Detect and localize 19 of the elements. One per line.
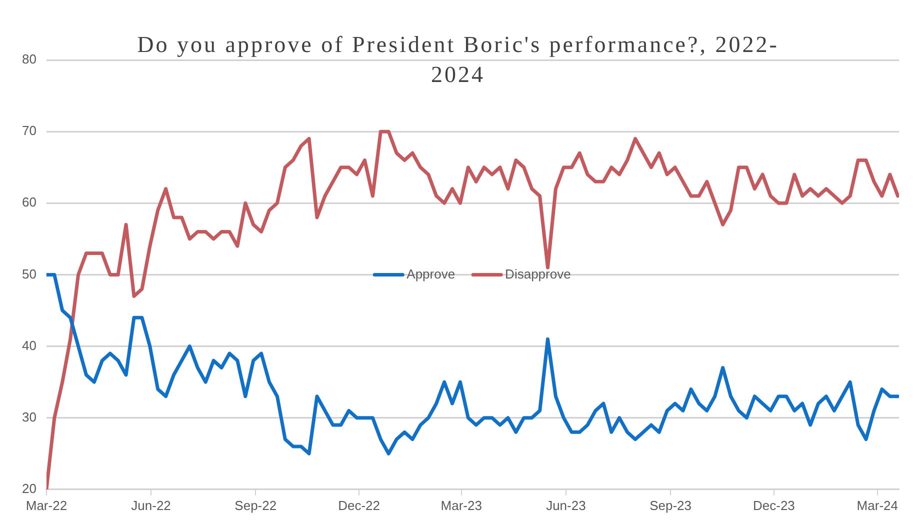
y-tick-label: 80 (22, 52, 36, 67)
y-tick-label: 60 (22, 194, 36, 210)
y-tick-label: 50 (22, 266, 36, 282)
x-tick-label: Dec-22 (338, 498, 380, 513)
y-tick-label: 70 (22, 123, 36, 138)
chart-title: Do you approve of President Boric's performance?, 2022-2024 (136, 31, 780, 89)
legend-label: Disapprove (505, 266, 571, 282)
y-tick-label: 40 (22, 338, 36, 353)
y-tick-label: 20 (22, 480, 36, 496)
x-tick-label: Sep-22 (234, 498, 277, 513)
x-tick-label: Dec-23 (753, 498, 795, 513)
x-tick-label: Jun-23 (546, 498, 586, 513)
y-tick-label: 30 (22, 409, 36, 424)
x-tick-label: Mar-24 (856, 498, 898, 513)
legend-label: Approve (406, 266, 456, 282)
x-tick-label: Jun-22 (131, 498, 171, 513)
x-tick-label: Sep-23 (650, 498, 692, 513)
x-tick-label: Mar-23 (440, 498, 482, 513)
x-tick-label: Mar-22 (26, 498, 68, 513)
